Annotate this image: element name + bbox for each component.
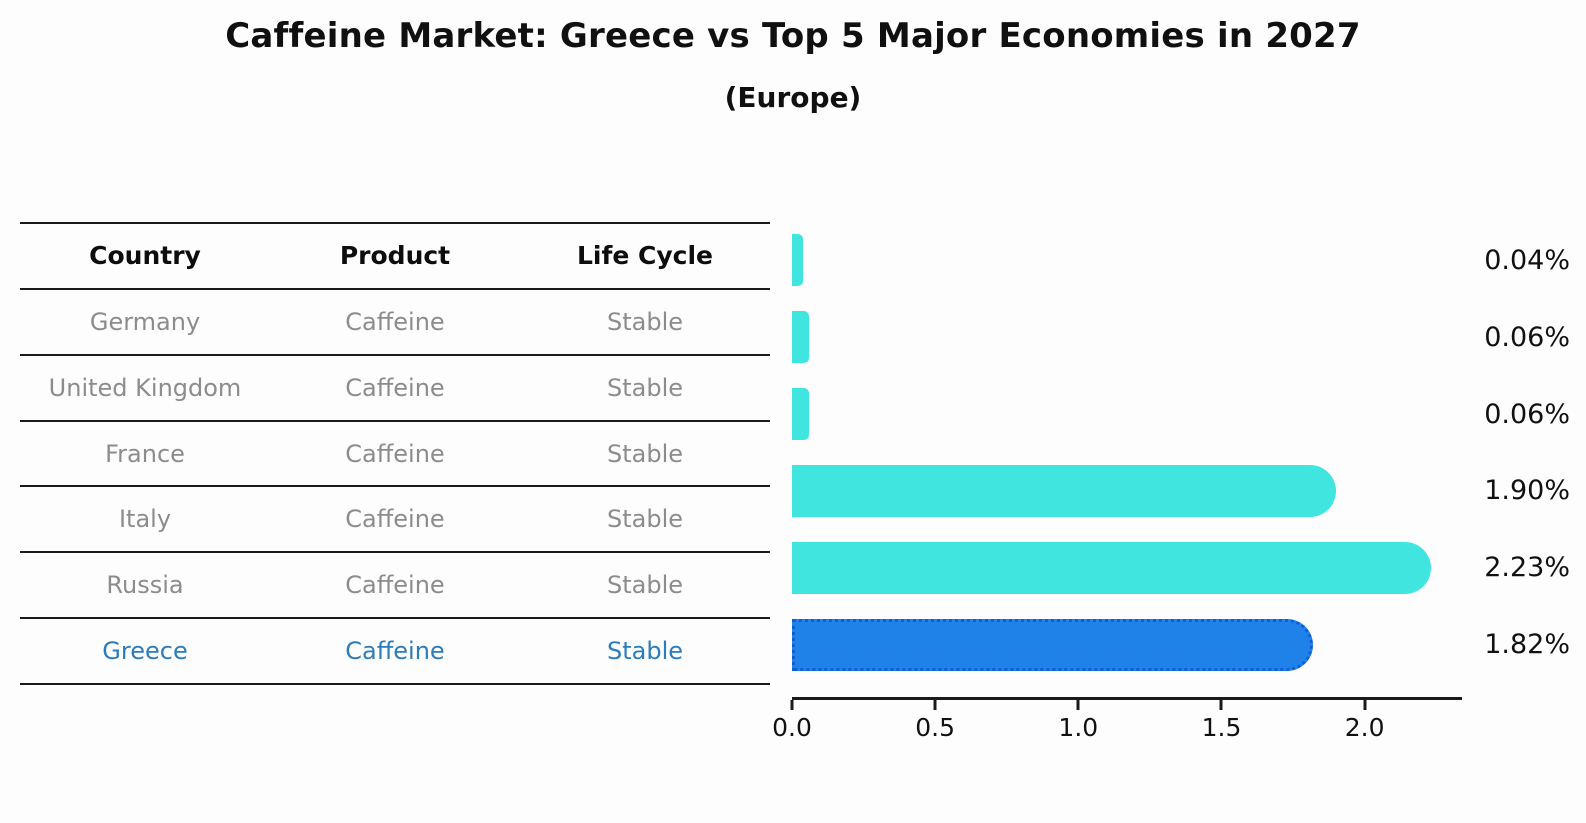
x-axis: 0.0 0.5 1.0 1.5 2.0 bbox=[772, 697, 1462, 746]
x-tick-mark-0.0 bbox=[790, 700, 794, 710]
cell-product: Caffeine bbox=[345, 439, 445, 468]
cell-product: Caffeine bbox=[345, 571, 445, 600]
value-labels: 0.04% 0.06% 0.06% 1.90% 2.23% 1.82% bbox=[1440, 222, 1570, 683]
bar-band-greece bbox=[792, 606, 1462, 683]
col-header-country: Country bbox=[89, 241, 201, 271]
bar-germany bbox=[792, 234, 804, 287]
cell-product: Caffeine bbox=[345, 307, 445, 336]
x-tick-label-2.0: 2.0 bbox=[1344, 713, 1385, 742]
cell-country: Greece bbox=[102, 637, 188, 666]
value-label-italy: 1.90% bbox=[1484, 475, 1570, 507]
bar-band-france bbox=[792, 376, 1462, 453]
table-row-united-kingdom: United Kingdom Caffeine Stable bbox=[20, 356, 770, 422]
bar-russia bbox=[792, 541, 1431, 594]
table-row-russia: Russia Caffeine Stable bbox=[20, 553, 770, 620]
value-label-germany: 0.04% bbox=[1484, 244, 1570, 276]
bar-band-germany bbox=[792, 222, 1462, 299]
cell-product: Caffeine bbox=[345, 505, 445, 534]
bar-band-united-kingdom bbox=[792, 299, 1462, 376]
cell-country: Russia bbox=[106, 571, 184, 600]
country-table: Country Product Life Cycle Germany Caffei… bbox=[20, 222, 770, 686]
table-row-germany: Germany Caffeine Stable bbox=[20, 290, 770, 356]
x-tick-label-1.5: 1.5 bbox=[1201, 713, 1242, 742]
bar-greece bbox=[792, 618, 1314, 671]
cell-country: France bbox=[105, 439, 185, 468]
x-tick-mark-0.5 bbox=[933, 700, 937, 710]
table-row-france: France Caffeine Stable bbox=[20, 422, 770, 488]
value-label-russia: 2.23% bbox=[1484, 552, 1570, 584]
table-header-row: Country Product Life Cycle bbox=[20, 224, 770, 290]
bar-united-kingdom bbox=[792, 311, 810, 364]
x-tick-label-1.0: 1.0 bbox=[1058, 713, 1099, 742]
cell-life-cycle: Stable bbox=[606, 373, 684, 402]
table-row-italy: Italy Caffeine Stable bbox=[20, 487, 770, 554]
col-header-product: Product bbox=[339, 241, 451, 271]
x-tick-label-0.0: 0.0 bbox=[772, 713, 812, 742]
table-row-greece: Greece Caffeine Stable bbox=[20, 619, 770, 686]
cell-country: Italy bbox=[118, 505, 172, 534]
value-label-france: 0.06% bbox=[1484, 398, 1570, 430]
cell-life-cycle: Stable bbox=[606, 307, 684, 336]
bar-france bbox=[792, 388, 810, 441]
cell-life-cycle: Stable bbox=[606, 439, 684, 468]
cell-life-cycle: Stable bbox=[606, 571, 684, 600]
value-label-greece: 1.82% bbox=[1484, 629, 1570, 661]
x-tick-mark-1.5 bbox=[1219, 700, 1223, 710]
bar-chart-area bbox=[792, 222, 1462, 683]
chart-subtitle: (Europe) bbox=[724, 81, 862, 114]
cell-country: Germany bbox=[89, 307, 201, 336]
cell-product: Caffeine bbox=[345, 637, 445, 666]
x-tick-mark-1.0 bbox=[1076, 700, 1080, 710]
x-tick-mark-2.0 bbox=[1363, 700, 1367, 710]
value-label-united-kingdom: 0.06% bbox=[1484, 321, 1570, 353]
chart-title: Caffeine Market: Greece vs Top 5 Major E… bbox=[225, 16, 1361, 56]
cell-country: United Kingdom bbox=[48, 373, 242, 402]
cell-product: Caffeine bbox=[345, 373, 445, 402]
col-header-lifecycle: Life Cycle bbox=[576, 241, 714, 271]
x-tick-label-0.5: 0.5 bbox=[915, 713, 956, 742]
bar-band-italy bbox=[792, 452, 1462, 529]
bar-italy bbox=[792, 464, 1337, 517]
cell-life-cycle: Stable bbox=[606, 505, 684, 534]
bar-band-russia bbox=[792, 529, 1462, 606]
cell-life-cycle: Stable bbox=[606, 637, 684, 666]
